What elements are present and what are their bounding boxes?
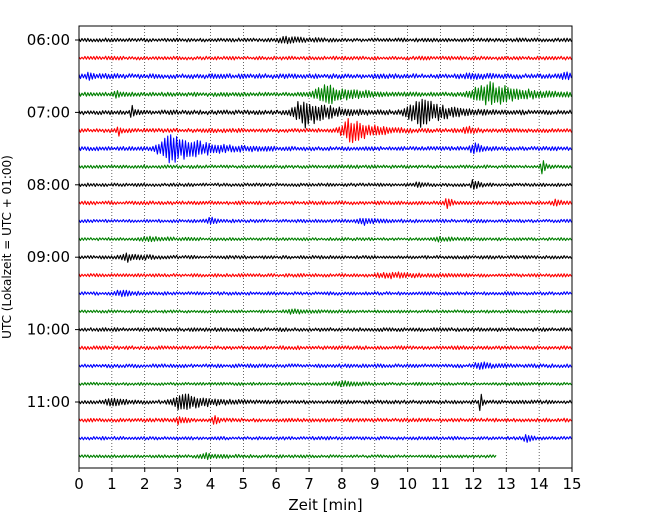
y-axis-label: UTC (Lokalzeit = UTC + 01:00) bbox=[0, 155, 14, 339]
x-tick-label: 14 bbox=[530, 475, 549, 493]
y-tick-label: 09:00 bbox=[27, 248, 70, 266]
x-tick-label: 10 bbox=[398, 475, 417, 493]
y-axis-ticks: 06:00 07:00 08:00 09:00 10:00 11:00 bbox=[27, 31, 79, 411]
trace-line-0930 bbox=[78, 289, 572, 298]
x-tick-label: 13 bbox=[497, 475, 516, 493]
trace-line-1115 bbox=[78, 415, 572, 426]
trace-line-1015 bbox=[78, 345, 572, 351]
x-tick-label: 4 bbox=[206, 475, 216, 493]
trace-line-0600 bbox=[78, 35, 573, 45]
x-tick-label: 6 bbox=[271, 475, 281, 493]
trace-line-1030 bbox=[78, 361, 572, 370]
trace-line-0815 bbox=[78, 198, 573, 209]
y-tick-label: 06:00 bbox=[27, 31, 70, 49]
x-tick-label: 3 bbox=[173, 475, 183, 493]
x-axis-ticks: 0 1 2 3 4 5 6 7 8 9 10 11 12 13 14 15 bbox=[74, 468, 582, 493]
trace-line-0715 bbox=[78, 118, 573, 144]
trace-line-0700 bbox=[78, 98, 573, 129]
trace-lines bbox=[78, 35, 573, 461]
trace-line-0630 bbox=[78, 71, 573, 81]
x-tick-label: 0 bbox=[74, 475, 84, 493]
x-tick-label: 12 bbox=[464, 475, 483, 493]
y-tick-label: 11:00 bbox=[27, 393, 70, 411]
x-tick-label: 9 bbox=[370, 475, 380, 493]
x-tick-label: 11 bbox=[431, 475, 450, 493]
x-tick-label: 7 bbox=[304, 475, 314, 493]
y-tick-label: 07:00 bbox=[27, 103, 70, 121]
y-tick-label: 08:00 bbox=[27, 176, 70, 194]
trace-line-1130 bbox=[78, 434, 572, 443]
x-tick-label: 8 bbox=[337, 475, 347, 493]
trace-line-1045 bbox=[78, 380, 572, 388]
trace-line-1145 bbox=[78, 452, 497, 461]
trace-line-0745 bbox=[78, 160, 572, 175]
plot-frame bbox=[78, 25, 573, 469]
trace-line-0915 bbox=[78, 271, 572, 280]
trace-line-0730 bbox=[78, 134, 572, 164]
y-tick-label: 10:00 bbox=[27, 321, 70, 339]
x-tick-label: 1 bbox=[107, 475, 117, 493]
trace-line-0830 bbox=[78, 216, 573, 226]
trace-line-0900 bbox=[78, 252, 572, 263]
trace-line-0615 bbox=[78, 55, 572, 61]
trace-line-0645 bbox=[78, 81, 573, 106]
x-tick-label: 15 bbox=[562, 475, 581, 493]
trace-line-0945 bbox=[78, 308, 572, 315]
trace-line-1000 bbox=[78, 327, 573, 333]
trace-line-0800 bbox=[78, 179, 572, 190]
x-tick-label: 5 bbox=[239, 475, 249, 493]
x-tick-label: 2 bbox=[140, 475, 150, 493]
x-axis-label: Zeit [min] bbox=[288, 496, 362, 514]
trace-line-0845 bbox=[78, 235, 572, 243]
trace-line-1100 bbox=[78, 393, 572, 412]
